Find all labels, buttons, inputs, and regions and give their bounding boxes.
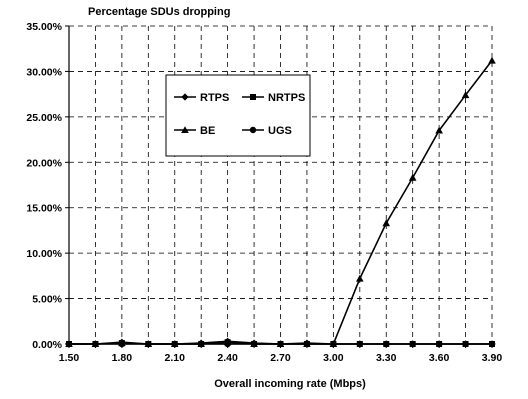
grid	[69, 25, 493, 344]
point-be	[435, 126, 443, 134]
point-be	[461, 91, 470, 99]
y-tick-label: 15.00%	[26, 203, 62, 215]
x-tick-label: 3.60	[429, 352, 450, 364]
x-tick-label: 3.00	[323, 352, 344, 364]
point-ugs	[488, 340, 496, 348]
point-ugs	[356, 340, 364, 348]
x-axis-label: Overall incoming rate (Mbps)	[214, 378, 366, 390]
point-ugs	[303, 340, 311, 348]
legend-marker-ugs	[249, 126, 257, 134]
point-ugs	[197, 340, 205, 348]
y-tick-label: 5.00%	[32, 294, 62, 306]
point-ugs	[145, 340, 152, 348]
point-ugs	[118, 340, 126, 348]
legend-marker-rtps	[181, 93, 189, 101]
point-ugs	[250, 340, 258, 348]
axes	[65, 25, 493, 348]
legend-label-ugs: UGS	[268, 125, 292, 137]
point-ugs	[383, 340, 390, 348]
point-ugs	[435, 340, 443, 348]
y-tick-label: 0.00%	[32, 339, 62, 351]
legend-marker-be	[181, 126, 189, 134]
point-ugs	[171, 340, 178, 348]
legend-label-be: BE	[200, 125, 215, 137]
series-lines	[65, 56, 496, 348]
y-tick-label: 35.00%	[26, 21, 62, 33]
point-be	[408, 173, 417, 181]
y-tick-label: 10.00%	[26, 248, 62, 260]
point-be	[488, 56, 496, 64]
point-be	[382, 219, 391, 227]
legend-label-nrtps: NRTPS	[268, 92, 305, 104]
x-tick-label: 3.30	[376, 352, 397, 364]
legend: RTPS NRTPS BE UGS	[165, 74, 311, 157]
point-ugs	[330, 340, 337, 348]
x-tick-label: 1.50	[59, 352, 80, 364]
x-tick-label: 2.70	[270, 352, 291, 364]
x-tick-label: 2.10	[165, 352, 186, 364]
point-ugs	[65, 340, 73, 348]
y-tick-label: 20.00%	[26, 157, 62, 169]
point-ugs	[224, 340, 231, 348]
point-be	[356, 274, 364, 282]
point-ugs	[462, 340, 469, 348]
point-ugs	[277, 340, 284, 348]
x-tick-label: 1.80	[112, 352, 133, 364]
y-tick-label: 30.00%	[26, 66, 62, 78]
legend-box	[165, 74, 311, 157]
point-ugs	[92, 340, 99, 348]
y-tick-label: 25.00%	[26, 112, 62, 124]
chart-title: Percentage SDUs dropping	[88, 6, 230, 18]
legend-marker-nrtps	[250, 94, 256, 100]
x-tick-label: 3.90	[482, 352, 503, 364]
point-ugs	[409, 340, 416, 348]
legend-label-rtps: RTPS	[200, 92, 229, 104]
tick-labels: 0.00% 5.00% 10.00% 15.00% 20.00% 25.00% 30.00%…	[26, 21, 502, 364]
x-tick-label: 2.40	[217, 352, 238, 364]
